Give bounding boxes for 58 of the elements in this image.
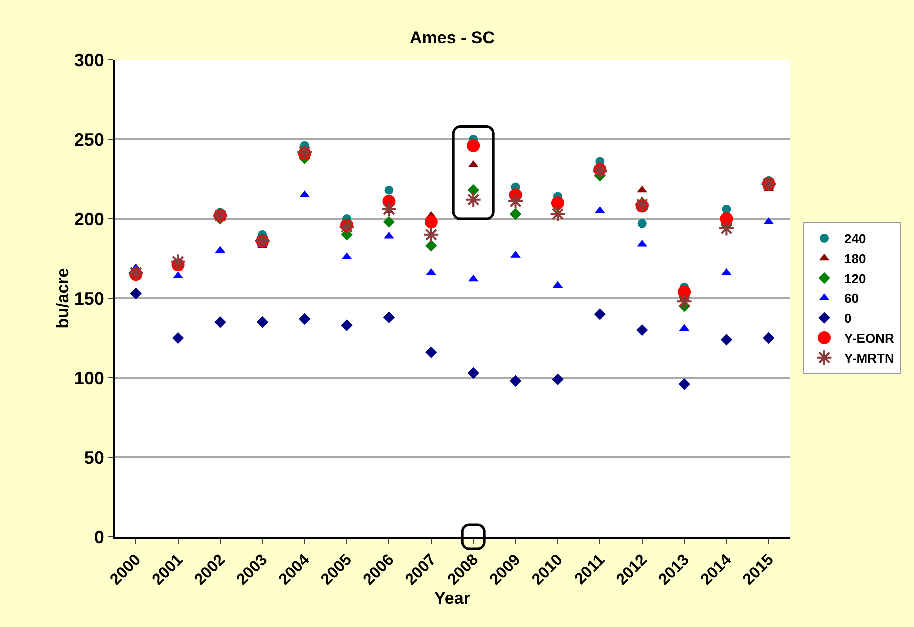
point (634, 196, 651, 213)
point (128, 264, 144, 282)
point (338, 218, 356, 236)
y-tick-label: 250 (74, 130, 104, 150)
point (594, 308, 606, 320)
point (214, 316, 226, 328)
x-axis-title: Year (434, 588, 471, 608)
point (551, 196, 564, 210)
legend-label: Y-EONR (844, 331, 895, 346)
point (424, 216, 438, 229)
point (678, 378, 690, 390)
point (467, 139, 480, 152)
point (510, 208, 522, 220)
point (552, 374, 564, 386)
point (636, 324, 648, 336)
point (720, 334, 733, 346)
point (426, 240, 438, 252)
point (678, 286, 692, 299)
point (170, 254, 186, 270)
legend-label: 120 (844, 271, 866, 286)
point (676, 293, 693, 310)
point (718, 220, 735, 237)
chart-title: Ames - SC (410, 28, 496, 48)
point (550, 206, 566, 222)
point (172, 332, 184, 344)
y-tick-label: 150 (74, 288, 104, 309)
y-tick-label: 200 (74, 209, 104, 230)
point (592, 163, 608, 180)
point (384, 186, 394, 195)
point (763, 332, 775, 344)
y-tick-label: 100 (74, 368, 104, 388)
point (341, 320, 353, 332)
point (510, 375, 522, 388)
point (468, 367, 480, 380)
point (256, 316, 269, 328)
point (720, 212, 734, 226)
y-tick-label: 50 (84, 448, 104, 468)
point (296, 144, 314, 160)
point (465, 192, 482, 208)
point (468, 184, 480, 196)
legend-label: 240 (844, 232, 866, 247)
point (381, 201, 398, 218)
y-tick-label: 300 (74, 50, 104, 70)
point (383, 216, 396, 228)
point (298, 313, 311, 326)
point (383, 312, 396, 324)
legend-label: 60 (844, 291, 859, 306)
legend-label: 180 (844, 251, 866, 266)
point (426, 346, 438, 358)
y-tick-label: 0 (94, 527, 104, 548)
point (423, 226, 440, 244)
y-axis-title: bu/acre (53, 268, 72, 329)
point (384, 232, 394, 239)
point (508, 193, 524, 210)
legend-label: Y-MRTN (844, 350, 894, 366)
legend-label: 0 (844, 311, 852, 326)
point (130, 288, 142, 300)
point (638, 219, 647, 228)
